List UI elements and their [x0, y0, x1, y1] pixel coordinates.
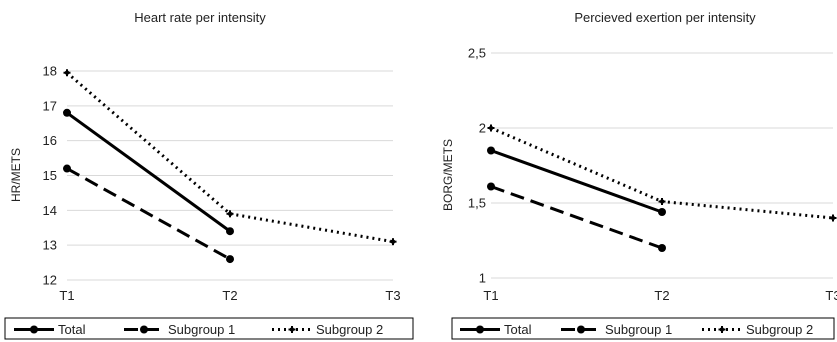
series-line — [66, 71, 394, 244]
data-point — [63, 69, 71, 77]
legend-label: Subgroup 2 — [746, 322, 813, 337]
y-tick-label: 2 — [479, 121, 486, 136]
y-tick-label: 1,5 — [468, 196, 486, 211]
y-tick-label: 12 — [43, 273, 57, 288]
x-tick-label: T1 — [483, 288, 498, 303]
legend-item: Subgroup 1 — [561, 322, 672, 337]
data-point — [226, 227, 234, 236]
legend: Total Subgroup 1 Subgroup 2 — [4, 317, 414, 340]
data-point — [226, 255, 234, 264]
series-line — [66, 167, 231, 261]
legend-marker — [577, 325, 585, 334]
legend-item: Total — [460, 322, 532, 337]
legend: Total Subgroup 1 Subgroup 2 — [451, 317, 835, 340]
y-tick-label: 1 — [479, 271, 486, 286]
chart-title: Percieved exertion per intensity — [574, 10, 756, 25]
series-total — [63, 108, 234, 236]
y-tick-label: 18 — [43, 64, 57, 79]
x-tick-label: T2 — [222, 288, 237, 303]
data-point — [658, 244, 666, 252]
series-subgroup-2 — [63, 69, 397, 246]
chart-2: Percieved exertion per intensity BORG/MET… — [441, 10, 837, 340]
legend-marker — [476, 325, 484, 334]
y-tick-label: 14 — [43, 203, 57, 218]
legend-item: Subgroup 1 — [124, 322, 235, 337]
series-subgroup-1 — [487, 182, 666, 252]
series-line — [66, 111, 231, 233]
y-tick-label: 2,5 — [468, 46, 486, 61]
data-point — [389, 238, 397, 246]
series-line — [490, 185, 663, 250]
y-axis-label: HR/METS — [9, 148, 23, 202]
series-line — [490, 149, 663, 214]
series-subgroup-2 — [487, 124, 837, 222]
x-tick-label: T3 — [825, 288, 837, 303]
legend-marker — [30, 325, 38, 334]
legend-label: Total — [58, 322, 86, 337]
data-point — [658, 208, 666, 216]
legend-label: Subgroup 1 — [168, 322, 235, 337]
legend-item: Subgroup 2 — [702, 322, 813, 337]
legend-frame — [4, 317, 414, 340]
x-tick-label: T2 — [654, 288, 669, 303]
data-point — [487, 124, 495, 132]
series-subgroup-1 — [63, 164, 234, 264]
data-point — [658, 198, 666, 205]
y-tick-label: 15 — [43, 168, 57, 183]
data-point — [63, 164, 71, 173]
legend-marker — [140, 325, 148, 334]
x-tick-label: T3 — [385, 288, 400, 303]
legend-label: Total — [504, 322, 532, 337]
y-tick-label: 13 — [43, 238, 57, 253]
chart-1: Heart rate per intensity HR/METS 12 13 14 15 1… — [4, 10, 414, 340]
y-axis-label: BORG/METS — [441, 139, 455, 211]
chart-title: Heart rate per intensity — [134, 10, 266, 25]
legend-marker — [718, 326, 726, 333]
legend-marker — [288, 326, 296, 333]
y-tick-label: 17 — [43, 98, 57, 113]
data-point — [829, 214, 837, 222]
series-total — [487, 146, 666, 216]
data-point — [487, 182, 495, 191]
legend-label: Subgroup 2 — [316, 322, 383, 337]
y-tick-label: 16 — [43, 133, 57, 148]
data-point — [487, 146, 495, 155]
data-point — [63, 108, 71, 117]
x-tick-label: T1 — [59, 288, 74, 303]
legend-item: Subgroup 2 — [272, 322, 383, 337]
legend-label: Subgroup 1 — [605, 322, 672, 337]
data-point — [226, 210, 234, 218]
legend-item: Total — [14, 322, 86, 337]
legend-frame — [451, 317, 835, 340]
